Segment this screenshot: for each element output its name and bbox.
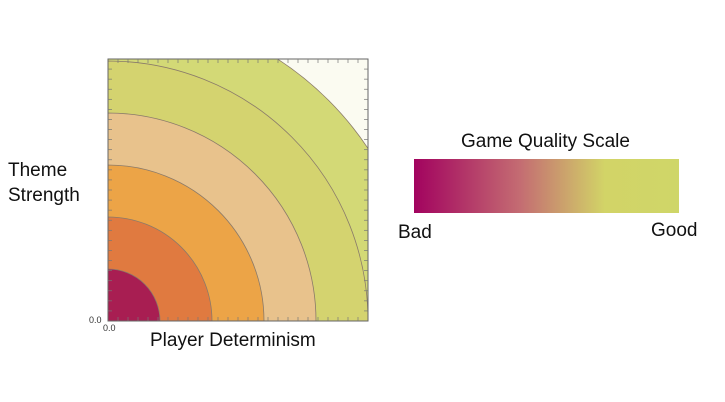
y-axis-label: Theme Strength: [8, 158, 80, 208]
y-axis-label-line1: Theme: [8, 160, 68, 181]
contour-band-1: [108, 268, 161, 321]
x-tick-label-0: 0.0: [103, 323, 116, 333]
y-axis-label-line2: Strength: [8, 185, 80, 206]
y-tick-label-0: 0.0: [89, 315, 102, 325]
legend-title: Game Quality Scale: [461, 131, 630, 152]
legend-high-label: Good: [651, 220, 698, 241]
legend-low-label: Bad: [398, 222, 432, 243]
x-axis-label: Player Determinism: [150, 330, 316, 351]
legend-colorbar: [414, 159, 679, 213]
